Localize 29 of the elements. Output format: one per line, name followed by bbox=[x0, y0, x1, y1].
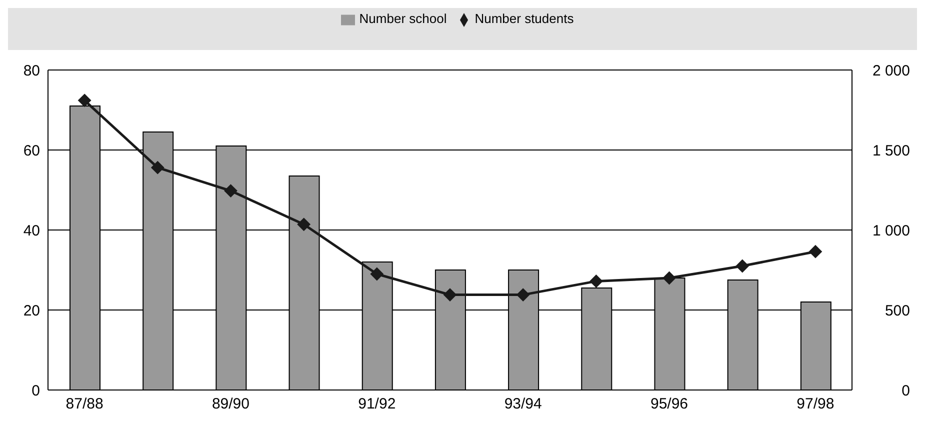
point bbox=[808, 245, 822, 258]
point bbox=[370, 268, 384, 280]
y2-tick-label: 2 000 bbox=[872, 62, 910, 80]
point bbox=[297, 218, 310, 231]
y-tick-label: 60 bbox=[23, 142, 40, 160]
y-tick-label: 0 bbox=[32, 382, 40, 400]
x-tick-label: 91/92 bbox=[358, 396, 396, 413]
x-tick-label: 89/90 bbox=[212, 396, 250, 413]
y2-tick-label: 500 bbox=[884, 302, 910, 320]
y-tick-label: 80 bbox=[23, 62, 40, 80]
point bbox=[662, 272, 676, 284]
point bbox=[736, 260, 749, 272]
x-tick-label: 95/96 bbox=[650, 396, 688, 413]
point bbox=[590, 274, 603, 288]
legend-label: Number students bbox=[474, 11, 574, 26]
point bbox=[151, 161, 164, 174]
x-tick-label: 97/98 bbox=[796, 396, 834, 413]
x-tick-label: 93/94 bbox=[504, 396, 542, 413]
y2-tick-label: 0 bbox=[902, 382, 910, 400]
legend-label: Number school bbox=[359, 11, 447, 26]
y2-tick-label: 1 500 bbox=[872, 142, 910, 160]
point bbox=[224, 184, 238, 198]
y-tick-label: 20 bbox=[23, 302, 40, 320]
point bbox=[444, 288, 456, 302]
y2-tick-label: 1 000 bbox=[872, 222, 910, 240]
y-tick-label: 40 bbox=[23, 222, 40, 240]
x-tick-label: 87/88 bbox=[66, 396, 104, 413]
point bbox=[516, 288, 530, 302]
point bbox=[78, 94, 92, 107]
